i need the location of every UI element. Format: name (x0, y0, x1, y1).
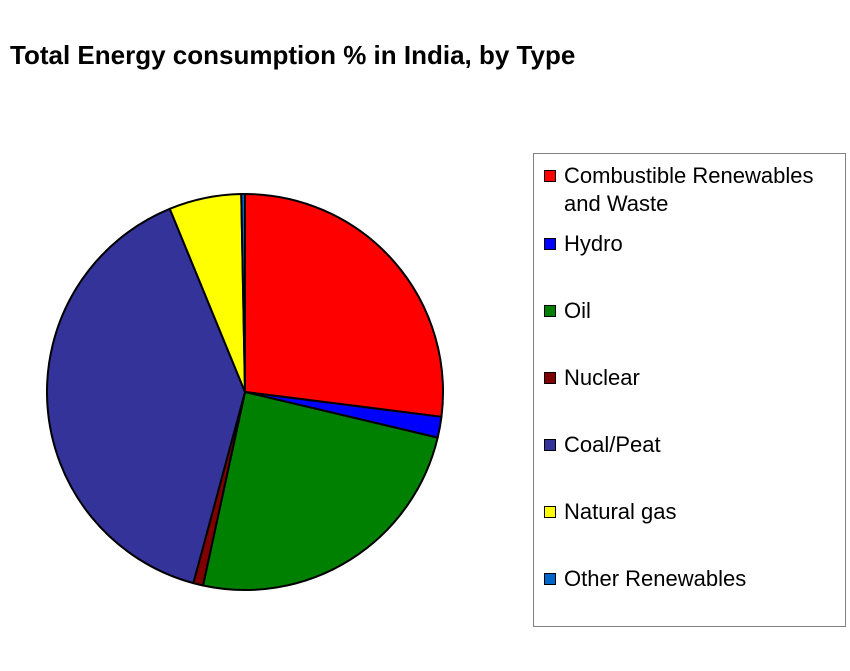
legend-item-natural-gas: Natural gas (544, 498, 844, 526)
legend-item-nuclear: Nuclear (544, 364, 844, 392)
pie-slice-combustible-renewables-and-waste (244, 193, 444, 418)
legend-label-coal-peat: Coal/Peat (564, 432, 661, 457)
legend-item-other-renewables: Other Renewables (544, 565, 844, 593)
pie-slice-oil (202, 391, 439, 591)
pie-slice-coal-peat (46, 207, 246, 585)
pie-slices (46, 193, 444, 591)
legend-swatch-coal-peat (544, 439, 556, 451)
legend-swatch-oil (544, 305, 556, 317)
chart-title: Total Energy consumption % in India, by … (10, 40, 576, 70)
legend-swatch-nuclear (544, 372, 556, 384)
legend-label-oil: Oil (564, 298, 591, 323)
legend-label-combustible-renewables-and-waste: Combustible Renewables and Waste (564, 163, 814, 216)
legend-label-other-renewables: Other Renewables (564, 566, 747, 591)
pie-slice-other-renewables (240, 193, 246, 393)
legend-label-natural-gas: Natural gas (564, 499, 677, 524)
legend-swatch-natural-gas (544, 506, 556, 518)
legend-item-hydro: Hydro (544, 230, 844, 258)
legend-item-combustible-renewables-and-waste: Combustible Renewables and Waste (544, 162, 844, 218)
legend-swatch-hydro (544, 238, 556, 250)
legend: Combustible Renewables and Waste Hydro Oil… (533, 153, 846, 627)
legend-swatch-combustible-renewables-and-waste (544, 170, 556, 182)
legend-item-oil: Oil (544, 297, 844, 325)
legend-item-coal-peat: Coal/Peat (544, 431, 844, 459)
legend-label-hydro: Hydro (564, 231, 623, 256)
legend-swatch-other-renewables (544, 573, 556, 585)
legend-label-nuclear: Nuclear (564, 365, 640, 390)
